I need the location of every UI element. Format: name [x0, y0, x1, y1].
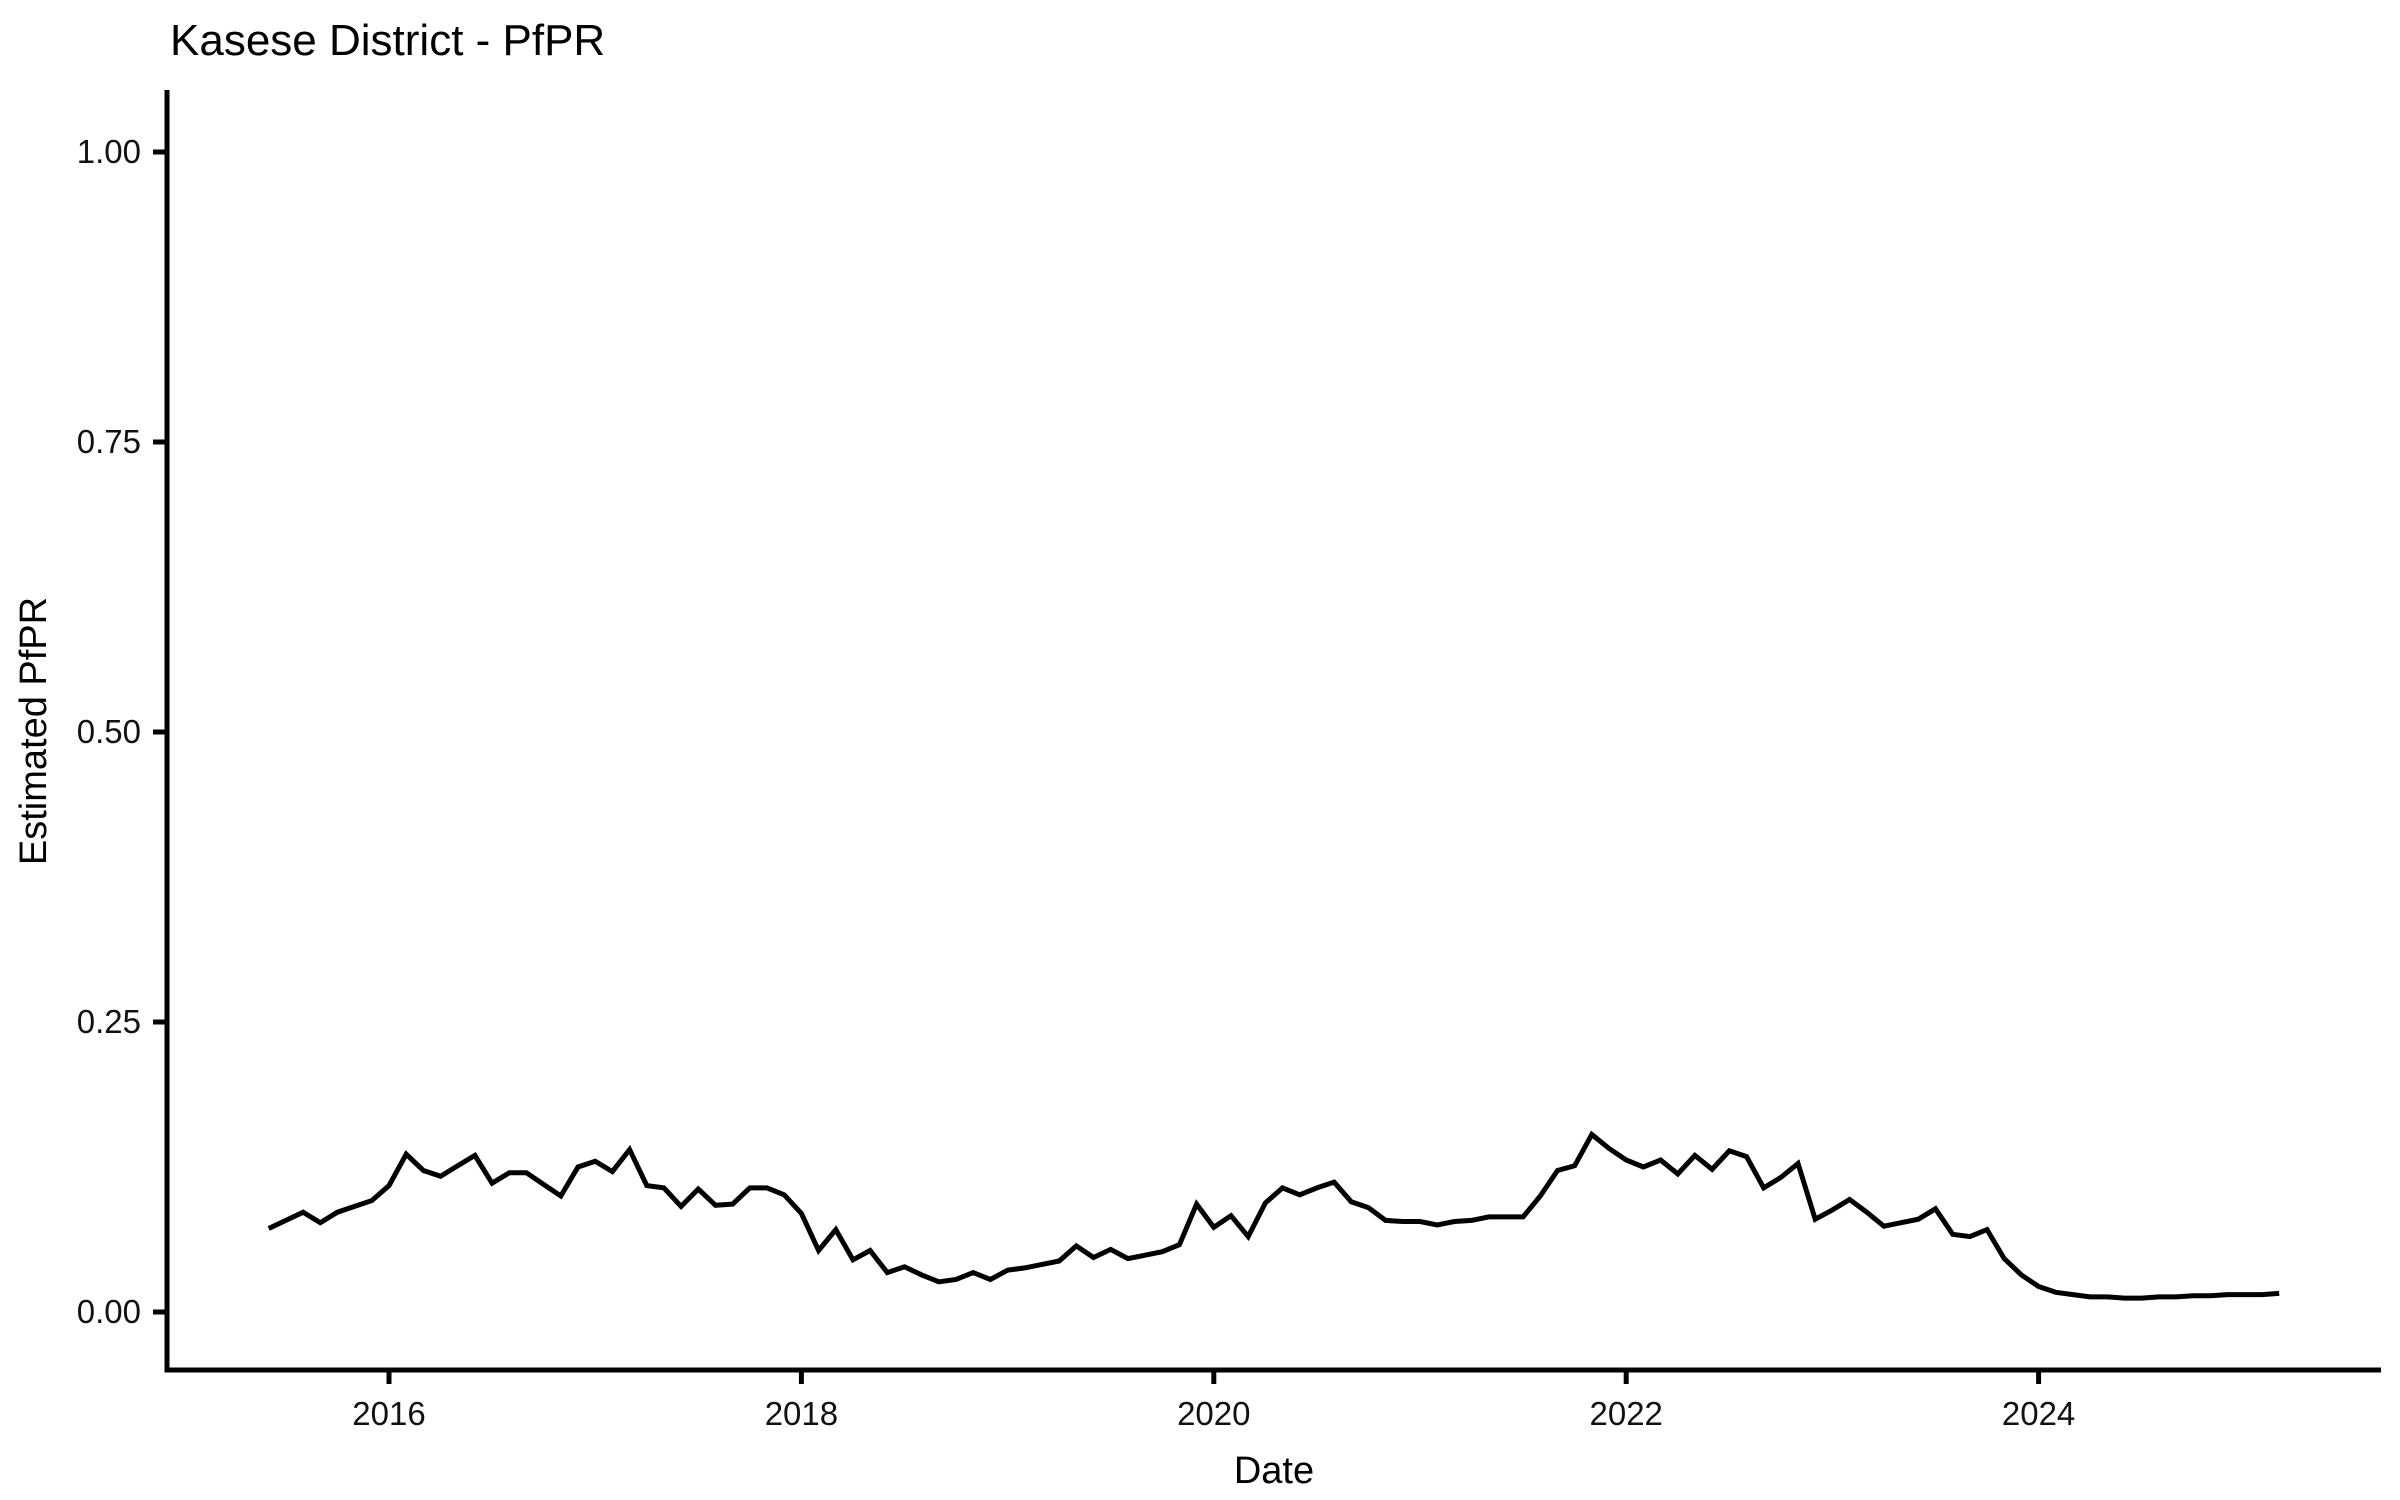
x-tick-label: 2018: [765, 1395, 838, 1432]
y-tick-label: 0.75: [77, 423, 141, 460]
x-tick-label: 2024: [2002, 1395, 2075, 1432]
y-tick-label: 1.00: [77, 133, 141, 170]
x-axis-ticks: 2016 2018 2020 2022 2024: [352, 1370, 2075, 1432]
y-axis-title: Estimated PfPR: [13, 597, 55, 865]
y-axis-ticks: 0.00 0.25 0.50 0.75 1.00: [77, 133, 167, 1330]
y-tick-label: 0.25: [77, 1003, 141, 1040]
chart-title: Kasese District - PfPR: [170, 16, 605, 65]
y-tick-label: 0.00: [77, 1293, 141, 1330]
x-axis-title: Date: [1234, 1450, 1314, 1492]
x-tick-label: 2022: [1589, 1395, 1662, 1432]
y-tick-label: 0.50: [77, 713, 141, 750]
x-tick-label: 2020: [1177, 1395, 1250, 1432]
x-tick-label: 2016: [352, 1395, 425, 1432]
pfpr-series-line: [267, 1130, 2280, 1301]
